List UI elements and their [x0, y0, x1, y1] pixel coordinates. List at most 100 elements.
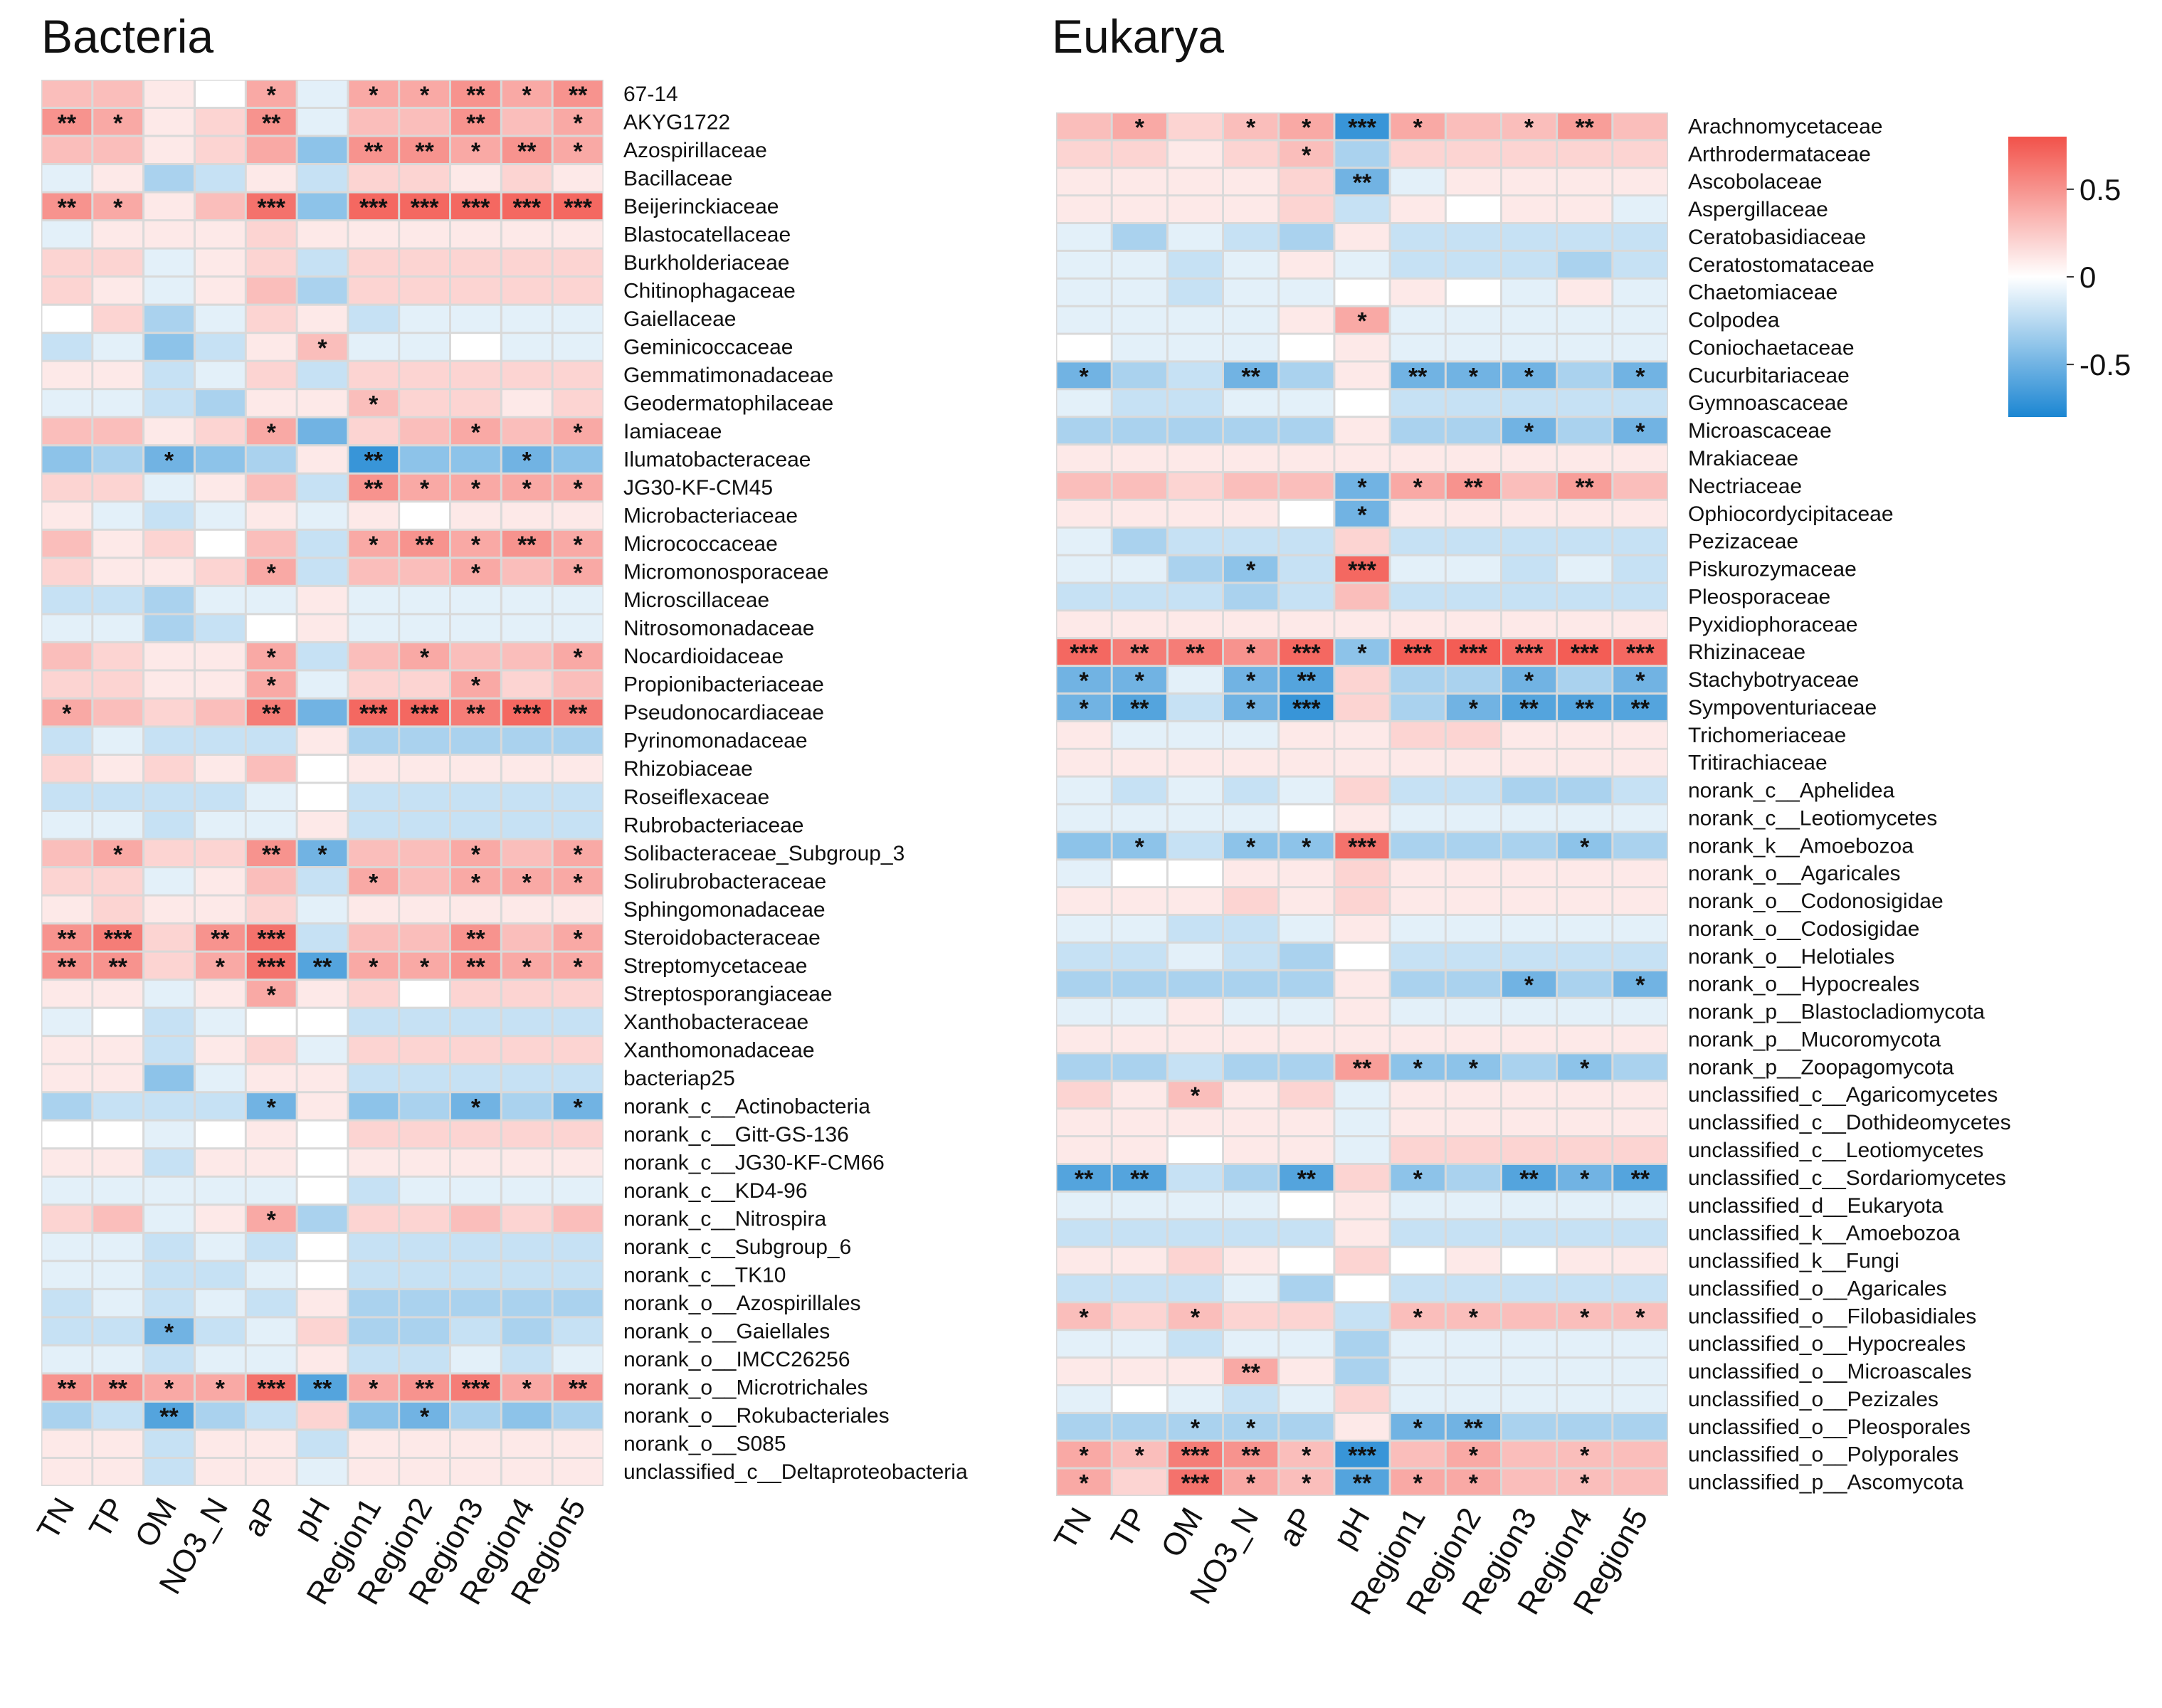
eukarya-cell — [1112, 279, 1166, 305]
eukarya-row-label-ascobolaceae: Ascobolaceae — [1688, 170, 1822, 194]
eukarya-cell — [1112, 251, 1166, 278]
bacteria-cell — [144, 390, 194, 416]
bacteria-cell — [349, 586, 399, 613]
eukarya-significance-mark: * — [1413, 474, 1423, 501]
eukarya-cell — [1502, 224, 1556, 250]
bacteria-cell — [196, 1430, 245, 1457]
eukarya-cell — [1335, 749, 1389, 776]
bacteria-significance-mark: * — [522, 869, 532, 896]
bacteria-significance-mark: * — [420, 954, 430, 981]
eukarya-cell — [1502, 1359, 1556, 1384]
eukarya-cell — [1057, 1137, 1111, 1163]
eukarya-significance-mark: * — [1246, 1415, 1256, 1442]
bacteria-significance-mark: ** — [262, 700, 281, 727]
eukarya-cell — [1280, 224, 1334, 250]
bacteria-significance-mark: * — [573, 869, 583, 896]
bacteria-cell — [400, 362, 449, 389]
eukarya-cell — [1224, 1109, 1278, 1136]
bacteria-row-label-norank-o-azospirillales: norank_o__Azospirillales — [623, 1292, 861, 1315]
eukarya-cell — [1446, 334, 1500, 361]
bacteria-cell — [451, 952, 500, 979]
bacteria-row-label-iamiaceae: Iamiaceae — [623, 420, 722, 443]
eukarya-cell — [1057, 446, 1111, 471]
eukarya-cell — [1446, 639, 1500, 665]
eukarya-cell — [1112, 1441, 1166, 1467]
bacteria-row-label-norank-o-imcc26256: norank_o__IMCC26256 — [623, 1348, 850, 1371]
eukarya-cell — [1224, 1441, 1278, 1467]
bacteria-cell — [502, 1262, 552, 1288]
bacteria-cell — [553, 418, 603, 445]
eukarya-significance-mark: *** — [1460, 640, 1488, 667]
bacteria-significance-mark: * — [267, 673, 277, 700]
eukarya-cell — [1224, 1275, 1278, 1302]
eukarya-cell — [1280, 833, 1334, 859]
bacteria-cell — [42, 362, 92, 389]
eukarya-cell — [1280, 390, 1334, 416]
bacteria-cell — [196, 615, 245, 641]
eukarya-cell — [1446, 1386, 1500, 1412]
bacteria-cell — [400, 1374, 449, 1401]
bacteria-significance-mark: ** — [58, 110, 77, 137]
bacteria-cell — [349, 1065, 399, 1092]
bacteria-cell — [196, 784, 245, 810]
bacteria-cell — [400, 924, 449, 951]
bacteria-cell — [502, 278, 552, 304]
eukarya-cell — [1446, 1192, 1500, 1218]
bacteria-cell — [246, 868, 296, 895]
eukarya-cell — [1280, 1469, 1334, 1495]
bacteria-significance-mark: ** — [58, 1376, 77, 1403]
eukarya-cell — [1224, 1386, 1278, 1412]
bacteria-cell — [349, 1206, 399, 1232]
eukarya-cell — [1613, 1054, 1667, 1080]
eukarya-cell — [1224, 1192, 1278, 1218]
eukarya-cell — [1446, 251, 1500, 278]
eukarya-cell — [1057, 1359, 1111, 1384]
eukarya-cell — [1335, 860, 1389, 887]
eukarya-cell — [1335, 418, 1389, 444]
bacteria-cell — [144, 221, 194, 248]
bacteria-significance-mark: * — [522, 954, 532, 981]
eukarya-cell — [1168, 1359, 1223, 1384]
bacteria-cell — [144, 109, 194, 135]
bacteria-column-label-tn: TN — [31, 1492, 82, 1546]
bacteria-significance-mark: * — [522, 448, 532, 475]
eukarya-cell — [1224, 1026, 1278, 1053]
eukarya-cell — [1613, 251, 1667, 278]
bacteria-cell — [349, 840, 399, 866]
eukarya-cell — [1391, 1359, 1445, 1384]
eukarya-cell — [1446, 1359, 1500, 1384]
eukarya-row-label-coniochaetaceae: Coniochaetaceae — [1688, 337, 1855, 360]
bacteria-cell — [196, 109, 245, 135]
eukarya-cell — [1224, 334, 1278, 361]
bacteria-cell — [196, 221, 245, 248]
eukarya-cell — [1057, 916, 1111, 942]
eukarya-cell — [1112, 224, 1166, 250]
eukarya-cell — [1502, 141, 1556, 167]
bacteria-row-label-microbacteriaceae: Microbacteriaceae — [623, 505, 798, 528]
bacteria-significance-mark: ** — [517, 138, 537, 165]
eukarya-cell — [1168, 390, 1223, 416]
bacteria-cell — [502, 1037, 552, 1063]
bacteria-cell — [349, 390, 399, 416]
eukarya-cell — [1391, 500, 1445, 527]
eukarya-cell — [1558, 916, 1612, 942]
eukarya-cell — [1280, 998, 1334, 1025]
bacteria-cell — [144, 1459, 194, 1485]
bacteria-significance-mark: * — [164, 1376, 174, 1403]
bacteria-cell — [144, 1402, 194, 1429]
bacteria-cell — [93, 1262, 143, 1288]
eukarya-significance-mark: *** — [1403, 640, 1432, 667]
eukarya-cell — [1057, 695, 1111, 720]
eukarya-row-label-unclassified-d-eukaryota: unclassified_d__Eukaryota — [1688, 1194, 1944, 1218]
bacteria-cell — [246, 334, 296, 360]
bacteria-cell — [246, 137, 296, 163]
bacteria-cell — [42, 502, 92, 529]
bacteria-cell — [246, 1290, 296, 1317]
eukarya-cell — [1112, 833, 1166, 859]
eukarya-cell — [1613, 584, 1667, 610]
bacteria-cell — [502, 868, 552, 895]
bacteria-cell — [400, 1430, 449, 1457]
eukarya-row-label-norank-p-zoopagomycota: norank_p__Zoopagomycota — [1688, 1055, 1954, 1079]
bacteria-row-label-norank-c-nitrospira: norank_c__Nitrospira — [623, 1208, 826, 1231]
eukarya-cell — [1391, 1054, 1445, 1080]
